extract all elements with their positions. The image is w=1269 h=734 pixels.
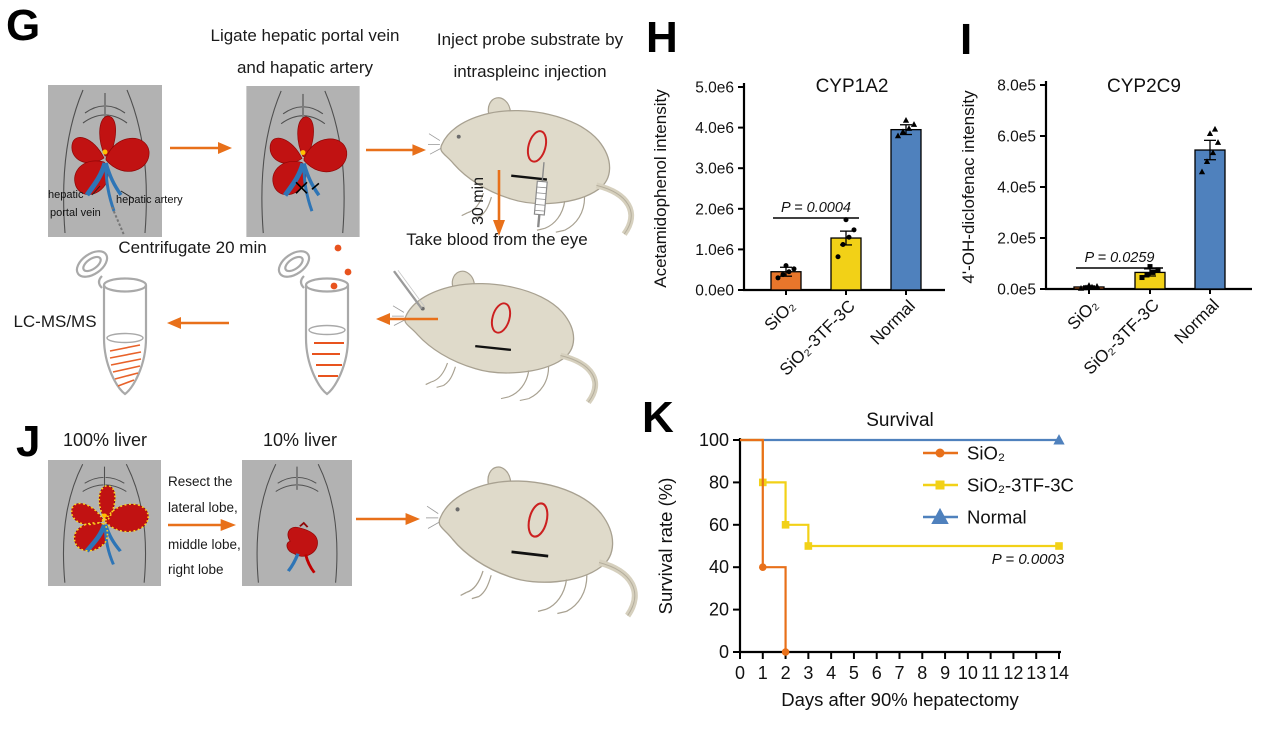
legend-label-Normal: Normal <box>967 507 1027 528</box>
hepatic-artery-label: hepatic artery <box>116 194 183 206</box>
arrow-down-icon <box>493 170 505 236</box>
svg-text:3: 3 <box>803 663 813 683</box>
svg-text:3.0e6: 3.0e6 <box>695 161 734 178</box>
svg-text:2.0e6: 2.0e6 <box>695 201 734 218</box>
svg-text:14: 14 <box>1049 663 1069 683</box>
svg-text:10: 10 <box>958 663 978 683</box>
mouse-blood-collection-illustration <box>392 258 610 408</box>
bar-Normal <box>1194 149 1226 290</box>
svg-text:1: 1 <box>758 663 768 683</box>
svg-text:0.0e0: 0.0e0 <box>695 283 734 300</box>
svg-text:7: 7 <box>894 663 904 683</box>
bar-chart-cyp2c9: 0.0e5 2.0e5 4.0e5 6.0e5 8.0e5 CYP2C9 4'-OH-dic… <box>959 76 1252 378</box>
svg-text:2: 2 <box>781 663 791 683</box>
svg-text:80: 80 <box>709 472 729 492</box>
panel-label-k: K <box>642 393 674 442</box>
i-pvalue: P = 0.0259 <box>1084 250 1154 266</box>
inject-caption-line1: Inject probe substrate by <box>436 30 624 49</box>
i-ylabel: 4'-OH-diclofenac intensity <box>959 90 978 284</box>
liver-diagram-after-ligation <box>246 86 360 237</box>
svg-text:0.0e5: 0.0e5 <box>997 282 1036 299</box>
svg-text:0: 0 <box>719 642 729 662</box>
mouse-injection-illustration <box>428 84 646 240</box>
ligate-caption: Ligate hepatic portal vein and hapatic a… <box>186 20 424 84</box>
liver-diagram-100-percent <box>48 460 161 586</box>
arrow-left-icon <box>376 313 438 325</box>
svg-text:5.0e6: 5.0e6 <box>695 80 734 97</box>
arrow-left-icon <box>167 317 229 329</box>
svg-text:11: 11 <box>981 663 1000 683</box>
h-ylabel: Acetamidophenol intensity <box>651 89 670 288</box>
hepatic-portal-vein-label-line2: portal vein <box>50 207 101 219</box>
svg-text:9: 9 <box>940 663 950 683</box>
panel-label-h: H <box>646 13 678 62</box>
svg-text:6.0e5: 6.0e5 <box>997 129 1036 146</box>
svg-text:13: 13 <box>1026 663 1046 683</box>
svg-text:100: 100 <box>699 430 729 450</box>
k-ylabel: Survival rate (%) <box>655 478 676 615</box>
resect-caption-line1: Resect the <box>168 474 233 489</box>
panel-label-i: I <box>960 15 973 64</box>
blood-tube-icon <box>277 244 352 396</box>
liver-full-label: 100% liver <box>62 430 148 450</box>
svg-text:12: 12 <box>1003 663 1023 683</box>
k-xlabel: Days after 90% hepatectomy <box>781 689 1019 710</box>
svg-text:60: 60 <box>709 515 729 535</box>
mouse-hepatectomy-illustration <box>426 452 650 622</box>
bar-Normal <box>890 128 922 291</box>
category-label: Normal <box>1171 295 1223 347</box>
panel-label-g: G <box>6 1 41 50</box>
liver-diagram-before-ligation <box>48 85 162 237</box>
svg-text:8.0e5: 8.0e5 <box>997 78 1036 95</box>
svg-text:0: 0 <box>735 663 745 683</box>
svg-text:5: 5 <box>849 663 859 683</box>
h-title: CYP1A2 <box>816 76 889 97</box>
resect-caption-line3: middle lobe, <box>168 537 241 552</box>
k-title: Survival <box>866 410 934 431</box>
arrow-right-icon <box>170 142 232 154</box>
resect-caption-line2: lateral lobe, <box>168 500 238 515</box>
ligate-caption-line2: and hapatic artery <box>236 58 374 77</box>
bar-chart-cyp1a2: 0.0e0 1.0e6 2.0e6 3.0e6 4.0e6 5.0e6 CYP1A2 Acet… <box>651 76 945 379</box>
svg-text:20: 20 <box>709 600 729 620</box>
arrow-right-icon <box>366 144 426 156</box>
arrow-right-icon <box>168 519 236 531</box>
incubation-time-label: 30 min <box>470 176 487 226</box>
svg-text:4: 4 <box>826 663 836 683</box>
lcms-label: LC-MS/MS <box>13 312 97 331</box>
bar-SiO₂-3TF-3C <box>830 237 862 291</box>
survival-line-SiO₂ <box>740 438 787 652</box>
panel-label-j: J <box>16 417 41 466</box>
ligate-caption-line1: Ligate hepatic portal vein <box>210 26 400 45</box>
svg-text:4.0e6: 4.0e6 <box>695 120 734 137</box>
inject-caption: Inject probe substrate by intraspleinc i… <box>424 24 636 88</box>
h-pvalue: P = 0.0004 <box>781 200 851 216</box>
take-blood-caption: Take blood from the eye <box>406 230 588 249</box>
svg-text:1.0e6: 1.0e6 <box>695 242 734 259</box>
arrow-right-icon <box>356 513 420 525</box>
k-pvalue: P = 0.0003 <box>992 551 1065 568</box>
svg-text:2.0e5: 2.0e5 <box>997 231 1036 248</box>
liver-diagram-10-percent <box>242 460 352 586</box>
svg-text:4.0e5: 4.0e5 <box>997 180 1036 197</box>
inject-caption-line2: intraspleinc injection <box>453 62 607 81</box>
liver-small-label: 10% liver <box>262 430 338 450</box>
hepatic-portal-vein-label-line1: hepatic <box>48 189 84 201</box>
category-label: SiO₂ <box>1064 295 1102 333</box>
svg-text:6: 6 <box>872 663 882 683</box>
centrifugate-caption: Centrifugate 20 min <box>118 238 267 257</box>
i-title: CYP2C9 <box>1107 76 1181 97</box>
category-label: Normal <box>867 296 919 348</box>
category-label: SiO₂ <box>761 296 799 334</box>
centrifuged-tube-icon <box>75 250 148 396</box>
resect-caption-line4: right lobe <box>168 562 224 577</box>
svg-text:40: 40 <box>709 557 729 577</box>
svg-text:8: 8 <box>917 663 927 683</box>
legend-label-SiO₂: SiO₂ <box>967 443 1005 464</box>
legend-label-SiO₂-3TF-3C: SiO₂-3TF-3C <box>967 475 1074 496</box>
